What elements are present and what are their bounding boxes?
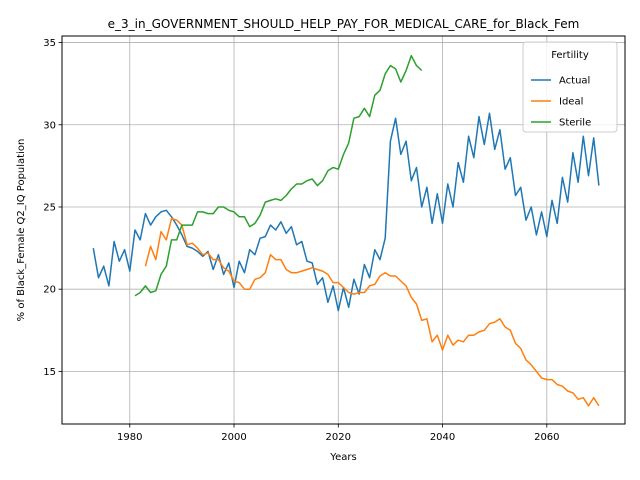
- x-tick-label: 2020: [326, 432, 351, 443]
- y-tick-label: 20: [43, 285, 56, 296]
- legend-box: [522, 41, 618, 133]
- x-tick-label: 2040: [430, 432, 455, 443]
- series-line-ideal: [144, 217, 600, 407]
- legend: Fertility Actual Ideal Sterile: [522, 41, 618, 133]
- series-line-sterile: [134, 54, 423, 297]
- x-tick-label: 1980: [117, 432, 142, 443]
- x-axis-label: Years: [329, 452, 356, 463]
- x-tick-label: 2000: [221, 432, 246, 443]
- legend-title: Fertility: [551, 50, 589, 61]
- x-axis-ticks: 1980 2000 2020 2040 2060: [117, 424, 560, 443]
- y-tick-label: 30: [43, 120, 56, 131]
- legend-label-actual: Actual: [559, 76, 590, 87]
- legend-items: Actual Ideal Sterile: [531, 76, 591, 129]
- series-line-actual: [92, 112, 600, 312]
- chart-title: e_3_in_GOVERNMENT_SHOULD_HELP_PAY_FOR_ME…: [108, 17, 580, 31]
- y-tick-label: 35: [43, 38, 56, 49]
- y-axis-label: % of Black_Female Q2_IQ Population: [16, 139, 27, 322]
- y-axis-ticks: 15 20 25 30 35: [43, 38, 62, 378]
- x-tick-label: 2060: [534, 432, 559, 443]
- legend-label-sterile: Sterile: [559, 118, 591, 129]
- legend-label-ideal: Ideal: [559, 97, 583, 108]
- plot-frame: [61, 35, 626, 425]
- series-lines: [92, 54, 600, 407]
- y-tick-label: 15: [43, 367, 56, 378]
- y-tick-label: 25: [43, 202, 56, 213]
